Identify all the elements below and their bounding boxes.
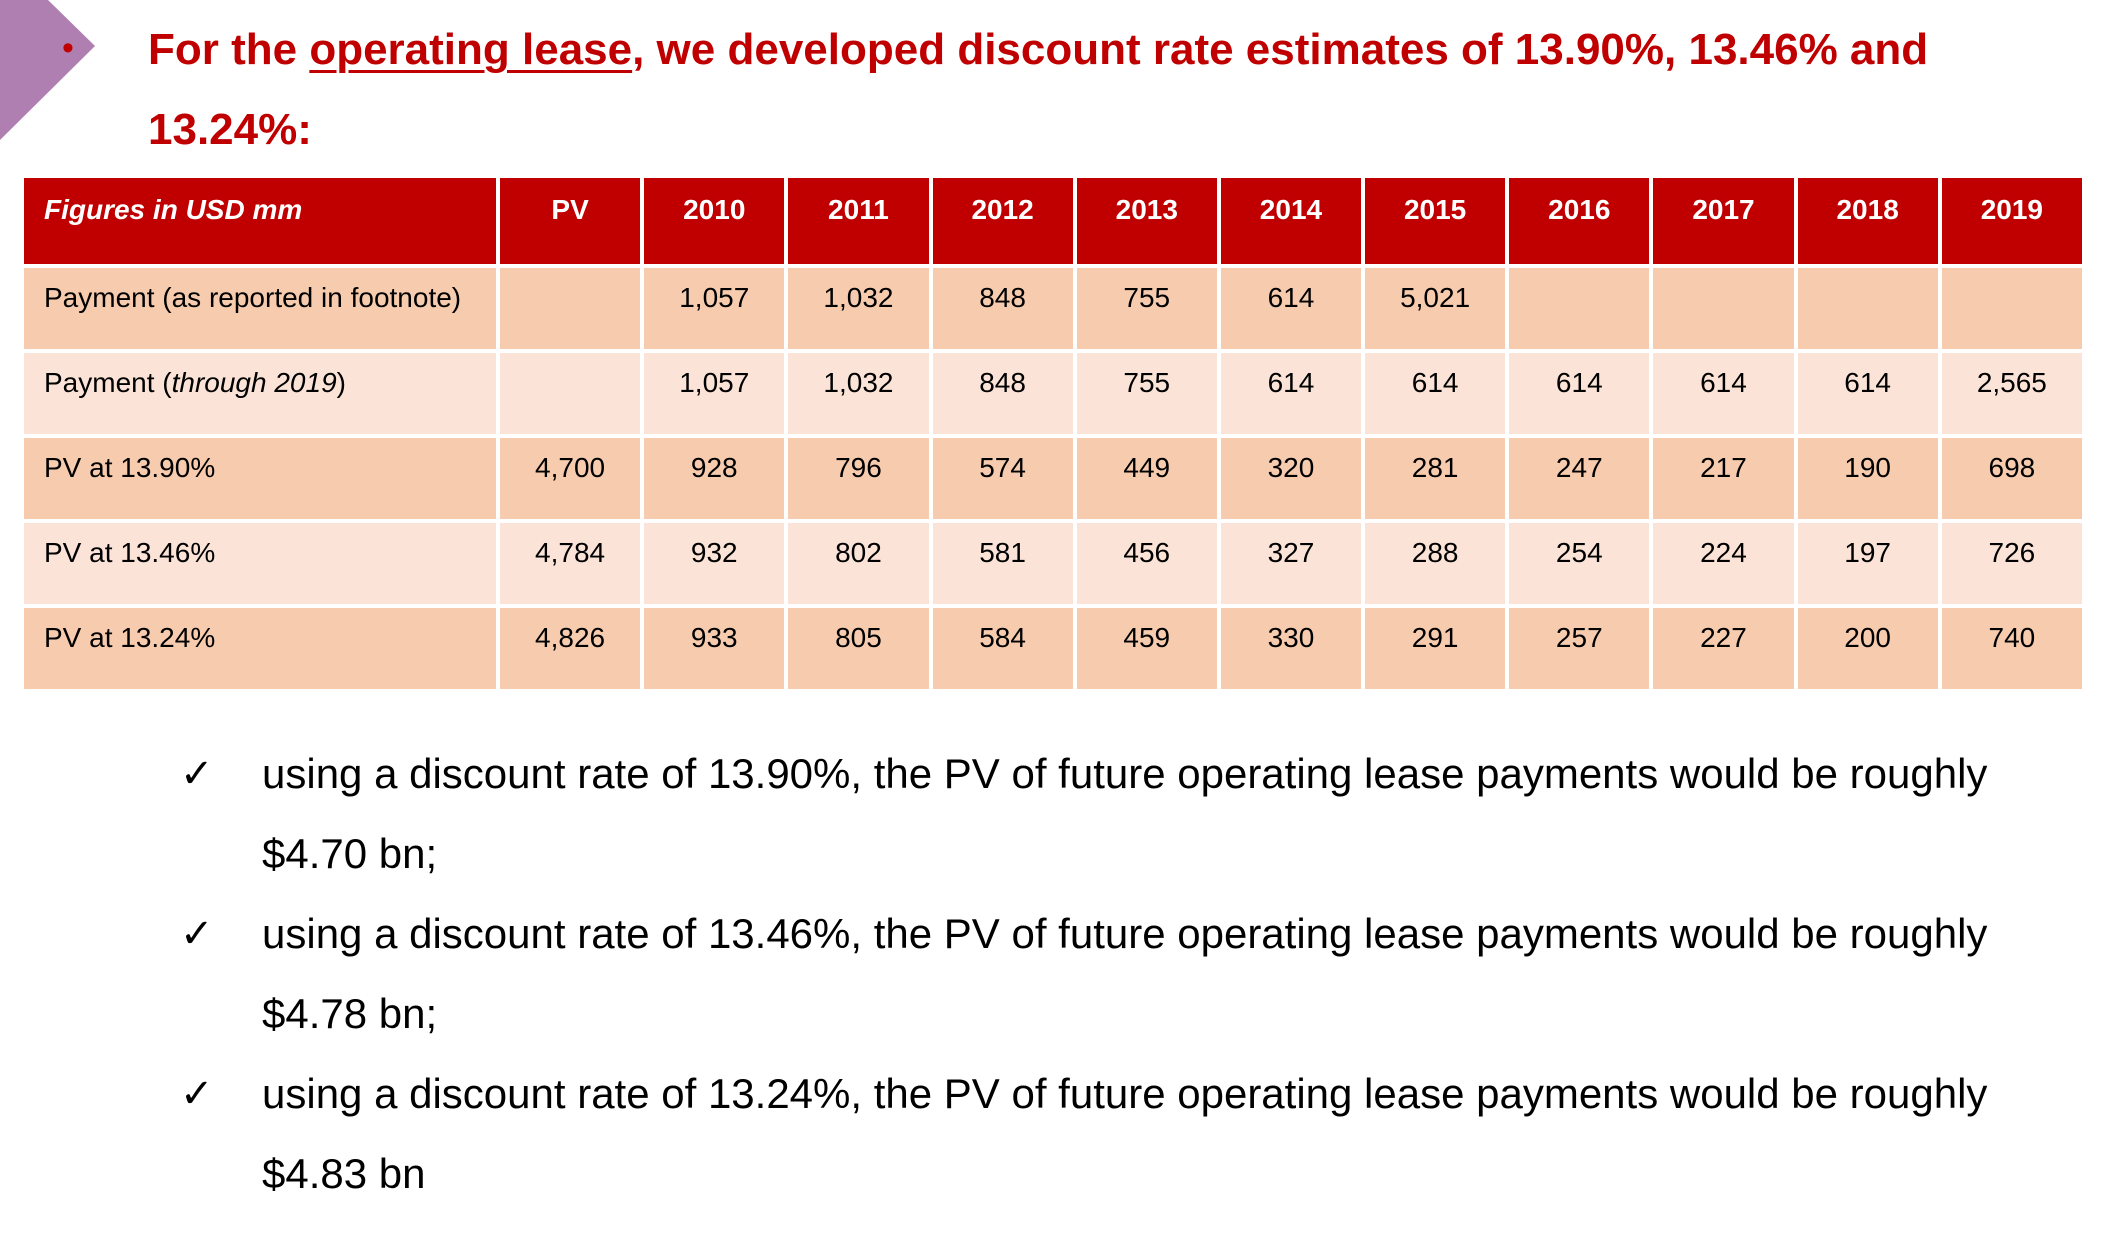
table-cell: 796 (788, 438, 929, 519)
header-cell: Figures in USD mm (24, 178, 496, 264)
header-cell: PV (500, 178, 641, 264)
header-cell: 2011 (788, 178, 929, 264)
table-cell: 190 (1797, 438, 1938, 519)
table-row: PV at 13.46% 4,784 932 802 581 456 327 2… (24, 523, 2082, 604)
bullet-icon: • (62, 29, 74, 67)
header-cell: 2018 (1797, 178, 1938, 264)
row-label: PV at 13.24% (24, 608, 496, 689)
conclusion-item: ✓ using a discount rate of 13.90%, the P… (180, 734, 2060, 894)
table-cell (500, 268, 641, 349)
table-cell: 224 (1653, 523, 1794, 604)
table-cell: 330 (1220, 608, 1362, 689)
table-cell: 217 (1653, 438, 1794, 519)
corner-arrow-decoration (0, 0, 95, 140)
table-cell: 614 (1797, 353, 1938, 434)
table-cell: 4,700 (500, 438, 641, 519)
table-cell: 755 (1076, 268, 1217, 349)
table-cell (1941, 268, 2082, 349)
header-cell: 2014 (1220, 178, 1362, 264)
table-row: PV at 13.24% 4,826 933 805 584 459 330 2… (24, 608, 2082, 689)
table-cell: 1,057 (644, 268, 785, 349)
header-cell: 2010 (644, 178, 785, 264)
heading-suffix: , we developed discount rate estimates o… (148, 25, 1929, 154)
row-label-suffix: ) (336, 367, 346, 398)
table-cell: 614 (1509, 353, 1650, 434)
conclusion-list: ✓ using a discount rate of 13.90%, the P… (180, 734, 2060, 1214)
table-cell: 805 (788, 608, 929, 689)
table-cell: 740 (1941, 608, 2082, 689)
table-cell: 281 (1365, 438, 1506, 519)
page-heading: For the operating lease, we developed di… (148, 10, 2008, 170)
heading-prefix: For the (148, 25, 310, 74)
table-cell: 320 (1220, 438, 1362, 519)
conclusion-text: using a discount rate of 13.90%, the PV … (262, 750, 1988, 877)
header-cell: 2019 (1941, 178, 2082, 264)
table-cell: 932 (644, 523, 785, 604)
checkmark-icon: ✓ (180, 751, 214, 797)
table-cell: 227 (1653, 608, 1794, 689)
table-cell: 4,826 (500, 608, 641, 689)
checkmark-icon: ✓ (180, 1071, 214, 1117)
conclusion-item: ✓ using a discount rate of 13.24%, the P… (180, 1054, 2060, 1214)
table-cell (1653, 268, 1794, 349)
table-cell: 257 (1509, 608, 1650, 689)
row-label-italic: through 2019 (171, 367, 337, 398)
table-cell: 928 (644, 438, 785, 519)
table-cell: 254 (1509, 523, 1650, 604)
table-row: PV at 13.90% 4,700 928 796 574 449 320 2… (24, 438, 2082, 519)
table-cell: 574 (932, 438, 1073, 519)
table-cell: 1,032 (788, 353, 929, 434)
conclusion-text: using a discount rate of 13.24%, the PV … (262, 1070, 1988, 1197)
table-cell: 614 (1653, 353, 1794, 434)
table-cell: 200 (1797, 608, 1938, 689)
table-cell: 755 (1076, 353, 1217, 434)
table-cell: 933 (644, 608, 785, 689)
conclusion-item: ✓ using a discount rate of 13.46%, the P… (180, 894, 2060, 1054)
row-label: PV at 13.90% (24, 438, 496, 519)
table-cell: 1,032 (788, 268, 929, 349)
table-header-row: Figures in USD mm PV 2010 2011 2012 2013… (24, 178, 2082, 264)
checkmark-icon: ✓ (180, 911, 214, 957)
header-cell: 2015 (1365, 178, 1506, 264)
table-cell: 581 (932, 523, 1073, 604)
table-cell: 449 (1076, 438, 1217, 519)
table-cell: 584 (932, 608, 1073, 689)
table-row: Payment (as reported in footnote) 1,057 … (24, 268, 2082, 349)
lease-table: Figures in USD mm PV 2010 2011 2012 2013… (20, 174, 2086, 693)
table-cell: 459 (1076, 608, 1217, 689)
table-cell: 456 (1076, 523, 1217, 604)
header-cell: 2013 (1076, 178, 1217, 264)
table-cell: 614 (1220, 353, 1362, 434)
table-cell (1509, 268, 1650, 349)
row-label-prefix: Payment ( (44, 367, 172, 398)
header-cell: 2016 (1509, 178, 1650, 264)
table-cell: 614 (1365, 353, 1506, 434)
table-cell: 288 (1365, 523, 1506, 604)
conclusion-text: using a discount rate of 13.46%, the PV … (262, 910, 1988, 1037)
row-label: Payment (through 2019) (24, 353, 496, 434)
table-cell (1797, 268, 1938, 349)
table-cell: 197 (1797, 523, 1938, 604)
table-cell (500, 353, 641, 434)
table-cell: 698 (1941, 438, 2082, 519)
table-cell: 5,021 (1365, 268, 1506, 349)
table-cell: 4,784 (500, 523, 641, 604)
table-cell: 1,057 (644, 353, 785, 434)
table-cell: 2,565 (1941, 353, 2082, 434)
row-label: Payment (as reported in footnote) (24, 268, 496, 349)
table-row: Payment (through 2019) 1,057 1,032 848 7… (24, 353, 2082, 434)
table-cell: 848 (932, 353, 1073, 434)
header-cell: 2017 (1653, 178, 1794, 264)
table-cell: 802 (788, 523, 929, 604)
table-cell: 291 (1365, 608, 1506, 689)
table-cell: 848 (932, 268, 1073, 349)
table-cell: 327 (1220, 523, 1362, 604)
table-cell: 247 (1509, 438, 1650, 519)
heading-underlined: operating lease (309, 25, 633, 74)
table-cell: 726 (1941, 523, 2082, 604)
header-cell: 2012 (932, 178, 1073, 264)
table-cell: 614 (1220, 268, 1362, 349)
row-label: PV at 13.46% (24, 523, 496, 604)
